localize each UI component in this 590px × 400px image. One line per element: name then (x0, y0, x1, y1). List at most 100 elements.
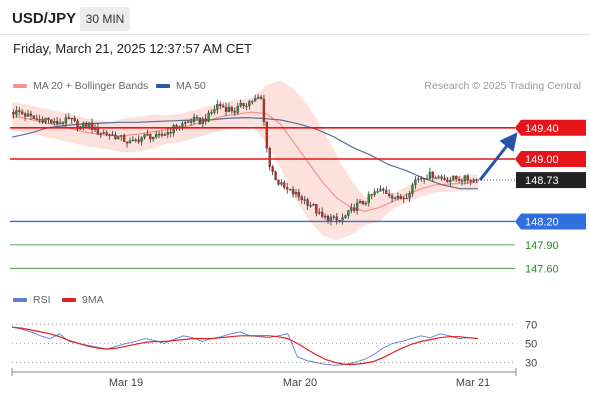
candle (405, 193, 408, 200)
candle (280, 179, 283, 186)
candle-body (146, 134, 149, 136)
candle (21, 109, 24, 116)
candle (271, 164, 274, 176)
candle (303, 196, 306, 205)
candle (341, 213, 344, 225)
candle-body (157, 133, 161, 136)
candle (358, 198, 362, 204)
candle (283, 179, 286, 190)
candle (137, 135, 140, 144)
candle-body (111, 134, 114, 136)
candle (143, 133, 146, 140)
candle (449, 177, 452, 187)
level-label-149-40: 149.40 (525, 123, 559, 135)
candle-body (286, 187, 289, 190)
candle-body (204, 118, 207, 122)
candle-body (321, 211, 324, 217)
candle (122, 133, 126, 143)
x-tick-label: Mar 20 (283, 377, 317, 389)
candle-body (251, 101, 254, 103)
candle (105, 130, 108, 137)
candle (431, 171, 435, 182)
candle (286, 182, 289, 194)
candle-body (58, 122, 62, 125)
candle-body (370, 194, 373, 196)
candle-body (35, 118, 38, 120)
candle (219, 101, 222, 110)
candle-body (181, 123, 184, 127)
candle-body (353, 207, 356, 211)
candle (248, 99, 251, 110)
candle-body (166, 131, 169, 135)
candle (172, 123, 175, 137)
candle-body (248, 101, 251, 107)
candle (201, 116, 204, 128)
candle (236, 102, 239, 116)
candle-body (268, 148, 271, 168)
candle (318, 208, 321, 216)
candlesticks (12, 93, 478, 226)
legend-9ma-label: 9MA (82, 294, 104, 306)
candle-body (61, 122, 65, 124)
research-credit: Research © 2025 Trading Central (424, 80, 581, 92)
candle (169, 128, 172, 138)
candle-body (47, 117, 50, 120)
candle-body (230, 107, 234, 112)
candle-body (347, 210, 350, 216)
candle (437, 174, 440, 180)
candle-body (382, 188, 385, 191)
candle (355, 198, 359, 215)
candle (475, 178, 478, 183)
candle (291, 185, 295, 198)
candle (396, 192, 400, 201)
candle (157, 131, 161, 139)
candle-body (358, 200, 362, 204)
candle-body (318, 211, 321, 214)
candle (387, 189, 391, 199)
candle-body (449, 179, 452, 182)
candle (390, 192, 394, 203)
candle (239, 99, 242, 108)
candle-body (390, 195, 394, 199)
x-tick-label: Mar 19 (109, 377, 143, 389)
candle (469, 179, 472, 186)
legend-ma50-swatch (156, 84, 170, 88)
candle-body (184, 122, 187, 124)
candle (26, 109, 30, 117)
candle-body (420, 178, 423, 180)
candle-body (154, 134, 158, 138)
candle-body (122, 135, 126, 143)
rsi-tick-30: 30 (525, 357, 537, 369)
candle-body (169, 131, 172, 134)
candle-body (408, 193, 411, 199)
candle-body (303, 199, 306, 201)
candle (443, 174, 446, 181)
candle-body (108, 134, 111, 136)
candle-body (26, 113, 30, 117)
candle (399, 193, 402, 200)
candle (347, 209, 350, 219)
candle-body (195, 117, 199, 119)
candle (204, 114, 207, 125)
candle (364, 201, 368, 206)
candle (146, 129, 149, 136)
candle-body (463, 175, 467, 182)
legend-rsi-label: RSI (33, 294, 51, 306)
candle-body (254, 98, 257, 102)
rsi-tick-50: 50 (525, 338, 537, 350)
candle (259, 95, 263, 100)
candle (472, 177, 475, 183)
candle-body (55, 121, 59, 125)
datetime-label: Friday, March 21, 2025 12:37:57 AM CET (13, 41, 252, 56)
candle-body (385, 190, 388, 194)
level-tag-bg (515, 151, 586, 168)
candle-body (306, 199, 309, 206)
legend-ma20-bollinger: MA 20 + Bollinger Bands (13, 80, 148, 92)
timeframe-tab[interactable]: 30 MIN (80, 7, 130, 31)
candle-body (85, 122, 88, 127)
candle-body (29, 113, 33, 116)
candle (414, 176, 417, 190)
candle-body (221, 105, 225, 108)
candle-body (434, 177, 437, 179)
